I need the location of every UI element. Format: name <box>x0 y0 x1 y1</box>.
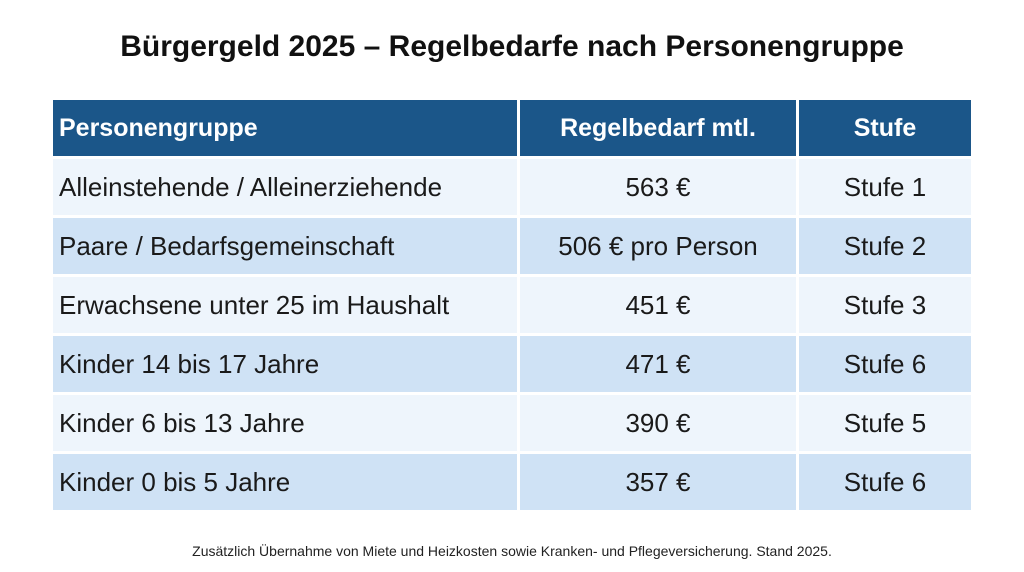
column-header: Regelbedarf mtl. <box>517 97 799 159</box>
table-row: Kinder 14 bis 17 Jahre 471 € Stufe 6 <box>50 333 974 395</box>
column-header: Personengruppe <box>50 97 520 159</box>
column-header: Stufe <box>796 97 974 159</box>
table-row: Kinder 6 bis 13 Jahre 390 € Stufe 5 <box>50 392 974 454</box>
table-cell: Erwachsene unter 25 im Haushalt <box>50 274 520 336</box>
table: Personengruppe Regelbedarf mtl. Stufe Alle… <box>50 97 974 513</box>
table-row: Kinder 0 bis 5 Jahre 357 € Stufe 6 <box>50 451 974 513</box>
table-cell: 471 € <box>517 333 799 395</box>
table-cell: Alleinstehende / Alleinerziehende <box>50 156 520 218</box>
header-row: Personengruppe Regelbedarf mtl. Stufe <box>50 97 974 159</box>
table-cell: Stufe 2 <box>796 215 974 277</box>
table-row: Erwachsene unter 25 im Haushalt 451 € Stuf… <box>50 274 974 336</box>
table-cell: Stufe 1 <box>796 156 974 218</box>
table-cell: Kinder 14 bis 17 Jahre <box>50 333 520 395</box>
table-cell: 506 € pro Person <box>517 215 799 277</box>
table-cell: Kinder 6 bis 13 Jahre <box>50 392 520 454</box>
table-cell: Kinder 0 bis 5 Jahre <box>50 451 520 513</box>
table-cell: Stufe 3 <box>796 274 974 336</box>
table-cell: Stufe 6 <box>796 451 974 513</box>
table-cell: 563 € <box>517 156 799 218</box>
title: Bürgergeld 2025 – Regelbedarfe nach Pers… <box>120 30 904 63</box>
table-cell: Stufe 6 <box>796 333 974 395</box>
table-cell: Paare / Bedarfsgemeinschaft <box>50 215 520 277</box>
table-cell: 451 € <box>517 274 799 336</box>
table-cell: 390 € <box>517 392 799 454</box>
table-cell: 357 € <box>517 451 799 513</box>
footnote: Zusätzlich Übernahme von Miete und Heizk… <box>192 543 832 559</box>
table-row: Alleinstehende / Alleinerziehende 563 € St… <box>50 156 974 218</box>
table-cell: Stufe 5 <box>796 392 974 454</box>
table-row: Paare / Bedarfsgemeinschaft 506 € pro Per… <box>50 215 974 277</box>
table-body: Alleinstehende / Alleinerziehende 563 € St… <box>50 156 974 513</box>
